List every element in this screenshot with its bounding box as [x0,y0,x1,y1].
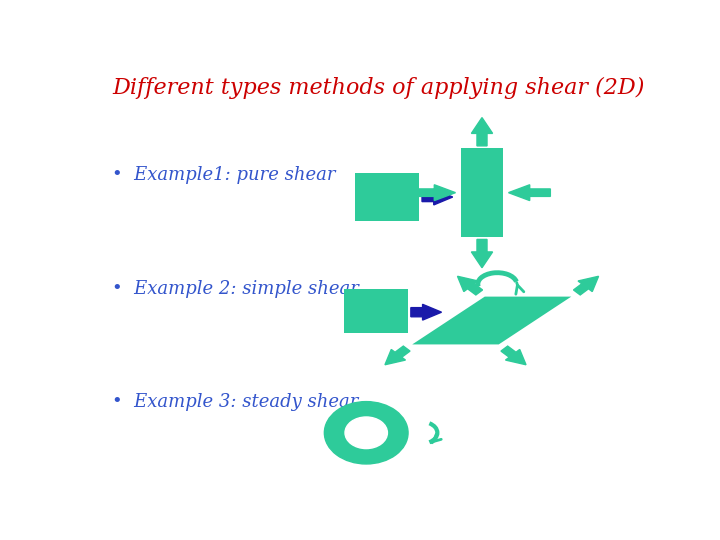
FancyArrow shape [422,189,453,205]
Text: Different types methods of applying shear (2D): Different types methods of applying shea… [112,77,644,99]
FancyArrow shape [411,305,441,320]
FancyArrow shape [472,239,492,268]
FancyArrow shape [501,346,526,364]
FancyArrow shape [385,346,410,364]
Polygon shape [413,296,571,345]
FancyArrow shape [574,276,598,295]
Bar [461,148,503,238]
Text: •  Example1: pure shear: • Example1: pure shear [112,166,336,184]
FancyArrow shape [472,118,492,146]
Text: •  Example 3: steady shear: • Example 3: steady shear [112,393,359,410]
Circle shape [324,402,408,464]
FancyArrow shape [508,185,550,200]
Bar [344,289,408,333]
Bar [355,173,419,221]
Circle shape [345,417,387,449]
FancyArrow shape [457,276,482,295]
FancyArrow shape [414,185,456,200]
Text: •  Example 2: simple shear: • Example 2: simple shear [112,280,359,298]
